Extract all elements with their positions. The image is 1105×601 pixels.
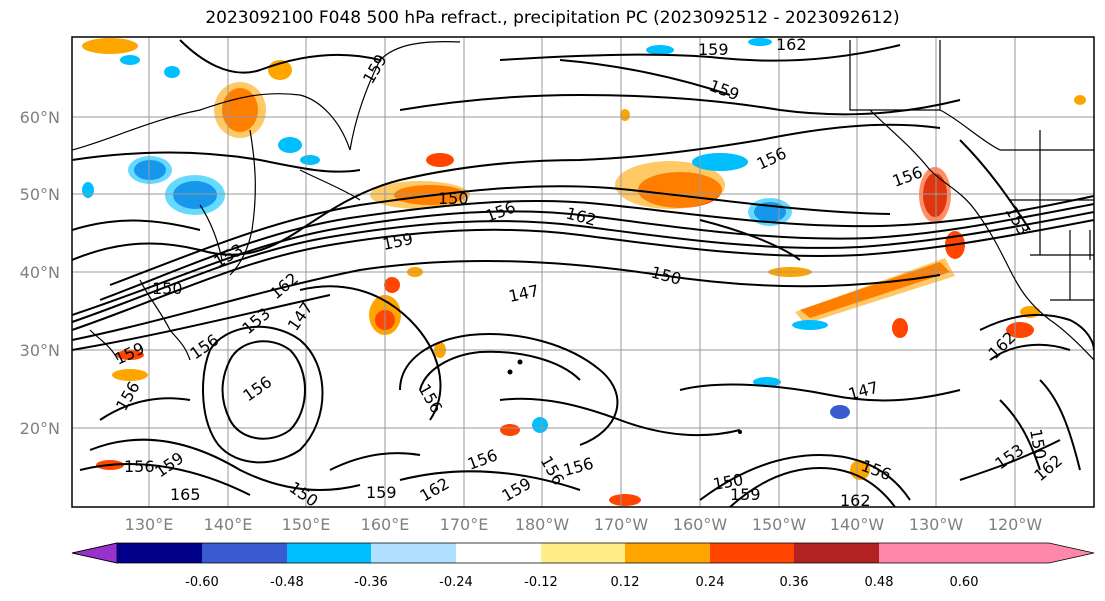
lon-label: 140°E xyxy=(204,515,253,534)
contour-label: 150 xyxy=(438,189,469,208)
colorbar-label: -0.60 xyxy=(185,575,219,590)
colorbar-segment xyxy=(287,543,371,563)
longitude-labels: 130°E 140°E 150°E 160°E 170°E 180°W 170°… xyxy=(125,515,1043,534)
map-border xyxy=(71,36,1095,508)
lat-label: 50°N xyxy=(20,185,60,204)
lon-label: 160°E xyxy=(361,515,410,534)
lat-label: 60°N xyxy=(20,108,60,127)
lon-label: 150°E xyxy=(282,515,331,534)
lon-label: 120°W xyxy=(988,515,1043,534)
colorbar-segment xyxy=(371,543,456,563)
contour-label: 159 xyxy=(698,40,729,59)
colorbar-segment xyxy=(202,543,287,563)
colorbar-low-arrow xyxy=(71,542,118,564)
lat-label: 40°N xyxy=(20,263,60,282)
colorbar-segment xyxy=(879,543,964,563)
colorbar-outline xyxy=(71,542,1095,564)
lat-label: 20°N xyxy=(20,419,60,438)
colorbar-segment xyxy=(117,543,202,563)
graticule xyxy=(72,37,1094,507)
colorbar-label: 0.12 xyxy=(611,575,640,590)
contour-label: 159 xyxy=(366,483,397,502)
lon-label: 130°E xyxy=(125,515,174,534)
contour-label: 150 xyxy=(152,279,183,298)
lon-label: 150°W xyxy=(752,515,807,534)
colorbar-segment xyxy=(625,543,710,563)
colorbar-high-arrow xyxy=(964,543,1094,563)
lon-label: 130°W xyxy=(909,515,964,534)
map-title: 2023092100 F048 500 hPa refract., precip… xyxy=(205,8,900,28)
lon-label: 170°E xyxy=(440,515,489,534)
colorbar-segment xyxy=(710,543,794,563)
colorbar-label: 0.24 xyxy=(696,575,725,590)
colorbar-label: -0.36 xyxy=(354,575,388,590)
lon-label: 140°W xyxy=(830,515,885,534)
colorbar-label: 0.60 xyxy=(950,575,979,590)
colorbar-label: -0.24 xyxy=(439,575,473,590)
contour-label: 162 xyxy=(776,35,807,54)
colorbar-label: -0.48 xyxy=(270,575,304,590)
lon-label: 160°W xyxy=(673,515,728,534)
colorbar-label: 0.48 xyxy=(865,575,894,590)
refractivity-contours xyxy=(72,39,1094,507)
small-islands xyxy=(507,359,742,434)
colorbar-segment xyxy=(794,543,879,563)
lon-label: 180°W xyxy=(515,515,570,534)
contour-label: 159 xyxy=(730,485,761,504)
contour-label: 162 xyxy=(840,491,871,510)
colorbar-label: 0.36 xyxy=(780,575,809,590)
contour-label: 165 xyxy=(170,485,201,504)
colorbar: -0.60 -0.48 -0.36 -0.24 -0.12 0.12 0.24 … xyxy=(71,542,1095,590)
contour-label: 156 xyxy=(124,457,155,476)
latitude-labels: 60°N 50°N 40°N 30°N 20°N xyxy=(20,108,60,438)
colorbar-segment xyxy=(541,543,625,563)
colorbar-label: -0.12 xyxy=(524,575,558,590)
lon-label: 170°W xyxy=(594,515,649,534)
colorbar-segment xyxy=(456,543,541,563)
lat-label: 30°N xyxy=(20,341,60,360)
